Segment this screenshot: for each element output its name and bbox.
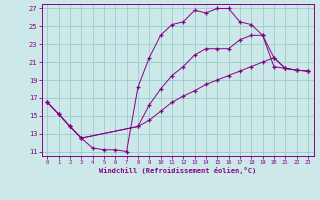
X-axis label: Windchill (Refroidissement éolien,°C): Windchill (Refroidissement éolien,°C)	[99, 167, 256, 174]
